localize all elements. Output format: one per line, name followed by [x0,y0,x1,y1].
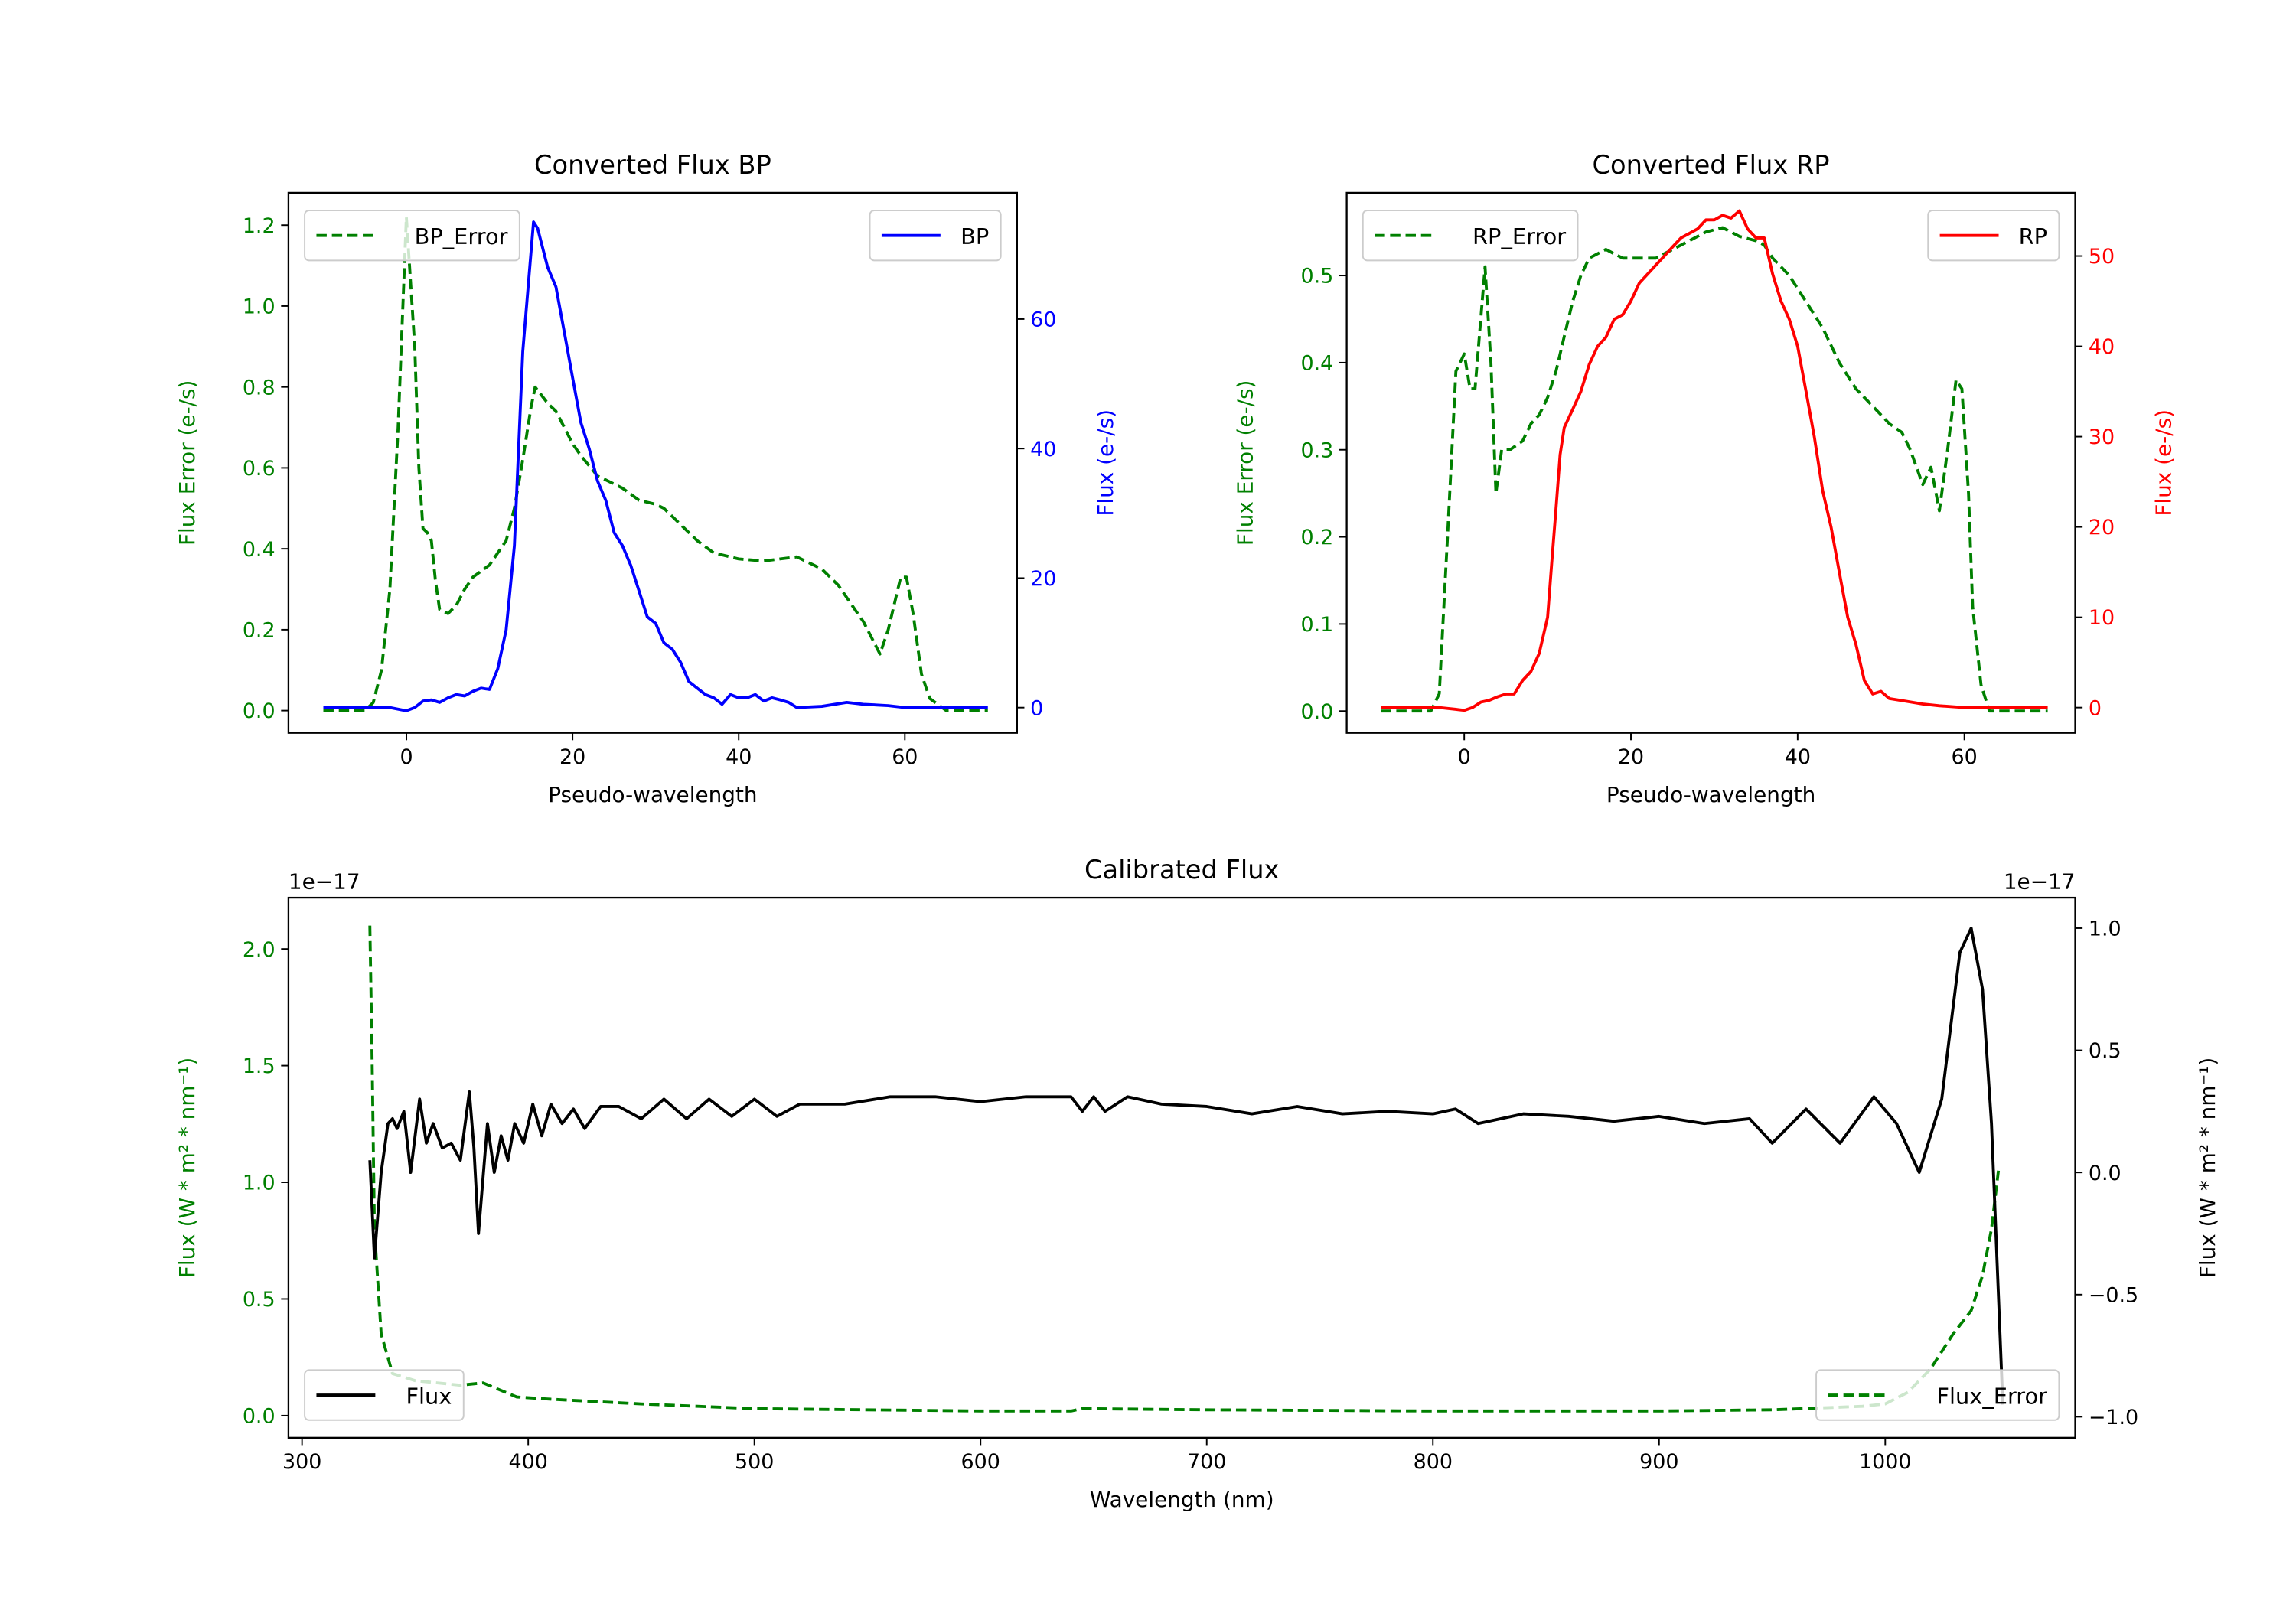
y-right-tick-label: 10 [2089,606,2115,630]
y-left-tick-label: 0.0 [1301,700,1334,724]
y-left-tick-label: 0.1 [1301,613,1334,637]
y-left-tick-label: 2.0 [243,938,276,962]
y-left-tick-label: 0.4 [243,538,276,562]
y-right-tick-label: 0.5 [2089,1039,2122,1063]
series-line-bp [323,220,988,712]
legend-box [304,1369,465,1421]
x-tick-label: 60 [1952,745,1978,769]
x-tick-label: 20 [559,745,585,769]
chart-panel-0: 0 20 40 60 0.0 0.2 0.4 0.6 0.8 1.0 1.2 0 20 40 60 Conve… [174,150,1118,807]
x-axis-label: Pseudo-wavelength [548,782,757,807]
x-tick-label: 60 [892,745,918,769]
legend-box [304,210,520,262]
legend-bp: BP [869,210,1002,262]
y-right-axis-label: Flux (e-/s) [1093,409,1118,517]
legend-flux-error: Flux_Error [1815,1369,2060,1421]
x-tick-label: 600 [961,1450,1000,1474]
series-line-bp-error [323,215,988,712]
y-left-tick-label: 0.5 [1301,265,1334,288]
series-line-flux [368,926,2004,1405]
legend-label: RP [2019,223,2047,249]
y-left-axis-label: Flux (W * m² * nm⁻¹) [174,1058,200,1278]
y-right-tick-label: 1.0 [2089,918,2122,941]
y-left-offset-text: 1e−17 [289,869,360,895]
y-left-tick-label: 1.5 [243,1054,276,1078]
y-right-tick-label: 50 [2089,245,2115,269]
y-right-tick-label: 60 [1030,308,1056,332]
y-left-tick-label: 0.6 [243,457,276,481]
legend-label: BP [960,223,989,249]
x-tick-label: 500 [735,1450,774,1474]
x-tick-label: 20 [1618,745,1644,769]
chart-panel-1: 0 20 40 60 0.0 0.1 0.2 0.3 0.4 0.5 0 10 20 30 40 50 Conv… [1233,150,2177,807]
legend-bp-error: BP_Error [304,210,520,262]
axes-frame [287,896,2076,1439]
x-tick-label: 40 [1785,745,1811,769]
y-right-tick-label: 40 [2089,335,2115,359]
y-left-axis-label: Flux Error (e-/s) [174,380,200,546]
y-left-tick-label: 0.2 [1301,526,1334,549]
y-right-axis-label: Flux (W * m² * nm⁻¹) [2195,1058,2220,1278]
y-right-tick-label: −0.5 [2089,1283,2138,1307]
legend-label: BP_Error [415,223,508,249]
y-right-tick-label: 40 [1030,438,1056,461]
series-line-rp-error [1381,226,2048,713]
y-right-tick-label: 0.0 [2089,1162,2122,1185]
x-axis-label: Pseudo-wavelength [1606,782,1815,807]
y-left-axis-label: Flux Error (e-/s) [1233,380,1258,546]
x-tick-label: 300 [282,1450,321,1474]
x-tick-label: 0 [400,745,413,769]
legend-label: RP_Error [1473,223,1566,249]
x-tick-label: 0 [1458,745,1471,769]
x-tick-label: 1000 [1859,1450,1911,1474]
y-left-tick-label: 0.5 [243,1288,276,1312]
chart-panel-2: 300 400 500 600 700 800 900 1000 0.0 0.5 1.0 1.5 2.0… [174,855,2220,1512]
y-left-tick-label: 1.0 [243,1172,276,1195]
y-right-tick-label: −1.0 [2089,1406,2138,1429]
y-left-tick-label: 1.0 [243,295,276,319]
y-left-tick-label: 0.2 [243,618,276,642]
chart-title: Converted Flux BP [534,150,771,180]
x-tick-label: 700 [1187,1450,1226,1474]
x-tick-label: 400 [508,1450,547,1474]
y-right-tick-label: 30 [2089,425,2115,449]
x-tick-label: 800 [1414,1450,1453,1474]
y-left-tick-label: 0.8 [243,376,276,399]
y-left-tick-label: 0.0 [243,699,276,723]
y-left-tick-label: 0.3 [1301,438,1334,462]
chart-title: Calibrated Flux [1084,855,1279,885]
y-right-offset-text: 1e−17 [2004,869,2076,895]
y-left-tick-label: 0.0 [243,1404,276,1428]
series-line-flux-error [368,925,2001,1413]
x-axis-label: Wavelength (nm) [1090,1487,1274,1512]
y-right-tick-label: 0 [2089,696,2102,720]
x-tick-label: 900 [1639,1450,1678,1474]
legend-rp-error: RP_Error [1362,210,1579,262]
x-tick-label: 40 [726,745,752,769]
y-right-axis-label: Flux (e-/s) [2151,409,2177,517]
legend-label: Flux_Error [1936,1384,2047,1410]
series-line-rp [1381,209,2048,712]
legend-box [1815,1369,2060,1421]
axes-frame [287,191,1018,734]
y-right-tick-label: 20 [1030,567,1056,591]
y-right-tick-label: 0 [1030,696,1043,720]
legend-rp: RP [1927,210,2060,262]
y-left-tick-label: 1.2 [243,214,276,238]
legend-flux: Flux [304,1369,465,1421]
legend-box [1362,210,1579,262]
legend-label: Flux [406,1384,452,1410]
chart-title: Converted Flux RP [1593,150,1830,180]
y-right-tick-label: 20 [2089,516,2115,539]
y-left-tick-label: 0.4 [1301,352,1334,376]
axes-frame [1345,191,2076,734]
